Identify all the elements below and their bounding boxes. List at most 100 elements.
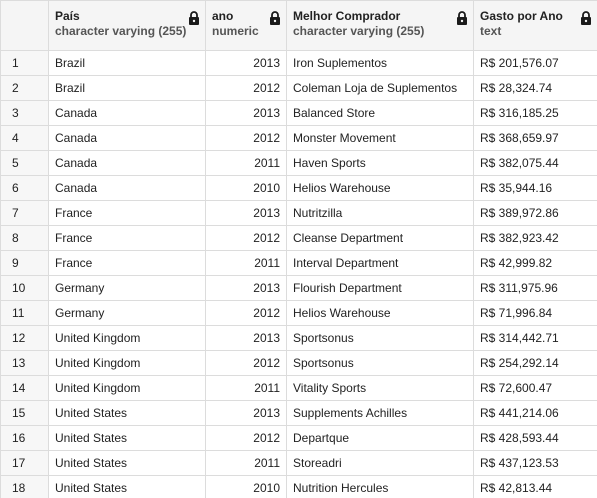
cell-pais[interactable]: Canada [48,125,206,151]
cell-gasto-por-ano[interactable]: R$ 428,593.44 [473,425,597,451]
cell-melhor-comprador[interactable]: Interval Department [286,250,474,276]
table-row[interactable]: 5 Canada 2011 Haven Sports R$ 382,075.44 [0,150,597,176]
cell-ano[interactable]: 2012 [205,125,287,151]
column-header-pais[interactable]: País character varying (255) [48,0,206,51]
table-row[interactable]: 8 France 2012 Cleanse Department R$ 382,923.… [0,225,597,251]
table-row[interactable]: 16 United States 2012 Departque R$ 428,593.4… [0,425,597,451]
cell-ano[interactable]: 2010 [205,475,287,498]
cell-pais[interactable]: France [48,250,206,276]
cell-pais[interactable]: Germany [48,275,206,301]
cell-gasto-por-ano[interactable]: R$ 28,324.74 [473,75,597,101]
row-number-cell[interactable]: 10 [0,275,49,301]
cell-gasto-por-ano[interactable]: R$ 254,292.14 [473,350,597,376]
cell-pais[interactable]: Brazil [48,50,206,76]
table-row[interactable]: 12 United Kingdom 2013 Sportsonus R$ 314,442… [0,325,597,351]
cell-ano[interactable]: 2012 [205,425,287,451]
cell-pais[interactable]: Canada [48,175,206,201]
cell-gasto-por-ano[interactable]: R$ 382,075.44 [473,150,597,176]
cell-melhor-comprador[interactable]: Monster Movement [286,125,474,151]
cell-pais[interactable]: United Kingdom [48,350,206,376]
column-header-gasto-por-ano[interactable]: Gasto por Ano text [473,0,597,51]
row-number-cell[interactable]: 8 [0,225,49,251]
cell-pais[interactable]: United States [48,400,206,426]
cell-gasto-por-ano[interactable]: R$ 368,659.97 [473,125,597,151]
table-row[interactable]: 17 United States 2011 Storeadri R$ 437,123.5… [0,450,597,476]
cell-melhor-comprador[interactable]: Storeadri [286,450,474,476]
row-number-cell[interactable]: 16 [0,425,49,451]
cell-melhor-comprador[interactable]: Cleanse Department [286,225,474,251]
cell-ano[interactable]: 2011 [205,150,287,176]
cell-melhor-comprador[interactable]: Departque [286,425,474,451]
cell-ano[interactable]: 2012 [205,75,287,101]
row-number-cell[interactable]: 7 [0,200,49,226]
cell-gasto-por-ano[interactable]: R$ 314,442.71 [473,325,597,351]
row-number-header[interactable] [0,0,49,51]
table-row[interactable]: 14 United Kingdom 2011 Vitality Sports R$ 72… [0,375,597,401]
row-number-cell[interactable]: 13 [0,350,49,376]
cell-pais[interactable]: Canada [48,150,206,176]
row-number-cell[interactable]: 4 [0,125,49,151]
cell-gasto-por-ano[interactable]: R$ 382,923.42 [473,225,597,251]
cell-ano[interactable]: 2012 [205,300,287,326]
cell-gasto-por-ano[interactable]: R$ 389,972.86 [473,200,597,226]
cell-ano[interactable]: 2013 [205,50,287,76]
row-number-cell[interactable]: 2 [0,75,49,101]
table-row[interactable]: 2 Brazil 2012 Coleman Loja de Suplementos R$… [0,75,597,101]
cell-ano[interactable]: 2013 [205,400,287,426]
cell-melhor-comprador[interactable]: Balanced Store [286,100,474,126]
row-number-cell[interactable]: 18 [0,475,49,498]
cell-ano[interactable]: 2013 [205,275,287,301]
cell-melhor-comprador[interactable]: Supplements Achilles [286,400,474,426]
table-row[interactable]: 3 Canada 2013 Balanced Store R$ 316,185.25 [0,100,597,126]
cell-ano[interactable]: 2010 [205,175,287,201]
table-row[interactable]: 18 United States 2010 Nutrition Hercules R$ … [0,475,597,498]
cell-pais[interactable]: United Kingdom [48,325,206,351]
cell-pais[interactable]: Brazil [48,75,206,101]
cell-ano[interactable]: 2011 [205,375,287,401]
row-number-cell[interactable]: 17 [0,450,49,476]
cell-ano[interactable]: 2012 [205,350,287,376]
table-row[interactable]: 11 Germany 2012 Helios Warehouse R$ 71,996.8… [0,300,597,326]
cell-melhor-comprador[interactable]: Sportsonus [286,350,474,376]
row-number-cell[interactable]: 1 [0,50,49,76]
column-header-ano[interactable]: ano numeric [205,0,287,51]
cell-ano[interactable]: 2013 [205,325,287,351]
cell-melhor-comprador[interactable]: Sportsonus [286,325,474,351]
table-row[interactable]: 9 France 2011 Interval Department R$ 42,999.… [0,250,597,276]
cell-melhor-comprador[interactable]: Haven Sports [286,150,474,176]
cell-gasto-por-ano[interactable]: R$ 71,996.84 [473,300,597,326]
row-number-cell[interactable]: 9 [0,250,49,276]
cell-ano[interactable]: 2011 [205,450,287,476]
cell-pais[interactable]: United States [48,475,206,498]
cell-melhor-comprador[interactable]: Nutritzilla [286,200,474,226]
cell-gasto-por-ano[interactable]: R$ 311,975.96 [473,275,597,301]
cell-melhor-comprador[interactable]: Coleman Loja de Suplementos [286,75,474,101]
row-number-cell[interactable]: 12 [0,325,49,351]
cell-ano[interactable]: 2011 [205,250,287,276]
cell-ano[interactable]: 2012 [205,225,287,251]
cell-pais[interactable]: United States [48,450,206,476]
cell-pais[interactable]: United Kingdom [48,375,206,401]
cell-gasto-por-ano[interactable]: R$ 316,185.25 [473,100,597,126]
cell-gasto-por-ano[interactable]: R$ 201,576.07 [473,50,597,76]
table-row[interactable]: 6 Canada 2010 Helios Warehouse R$ 35,944.16 [0,175,597,201]
table-row[interactable]: 4 Canada 2012 Monster Movement R$ 368,659.97 [0,125,597,151]
row-number-cell[interactable]: 3 [0,100,49,126]
table-row[interactable]: 7 France 2013 Nutritzilla R$ 389,972.86 [0,200,597,226]
cell-ano[interactable]: 2013 [205,100,287,126]
table-row[interactable]: 1 Brazil 2013 Iron Suplementos R$ 201,576.07 [0,50,597,76]
row-number-cell[interactable]: 11 [0,300,49,326]
cell-melhor-comprador[interactable]: Vitality Sports [286,375,474,401]
cell-gasto-por-ano[interactable]: R$ 42,813.44 [473,475,597,498]
table-row[interactable]: 10 Germany 2013 Flourish Department R$ 311,9… [0,275,597,301]
row-number-cell[interactable]: 6 [0,175,49,201]
table-row[interactable]: 13 United Kingdom 2012 Sportsonus R$ 254,292… [0,350,597,376]
cell-gasto-por-ano[interactable]: R$ 72,600.47 [473,375,597,401]
cell-gasto-por-ano[interactable]: R$ 35,944.16 [473,175,597,201]
cell-gasto-por-ano[interactable]: R$ 441,214.06 [473,400,597,426]
cell-melhor-comprador[interactable]: Nutrition Hercules [286,475,474,498]
cell-gasto-por-ano[interactable]: R$ 437,123.53 [473,450,597,476]
row-number-cell[interactable]: 14 [0,375,49,401]
cell-gasto-por-ano[interactable]: R$ 42,999.82 [473,250,597,276]
